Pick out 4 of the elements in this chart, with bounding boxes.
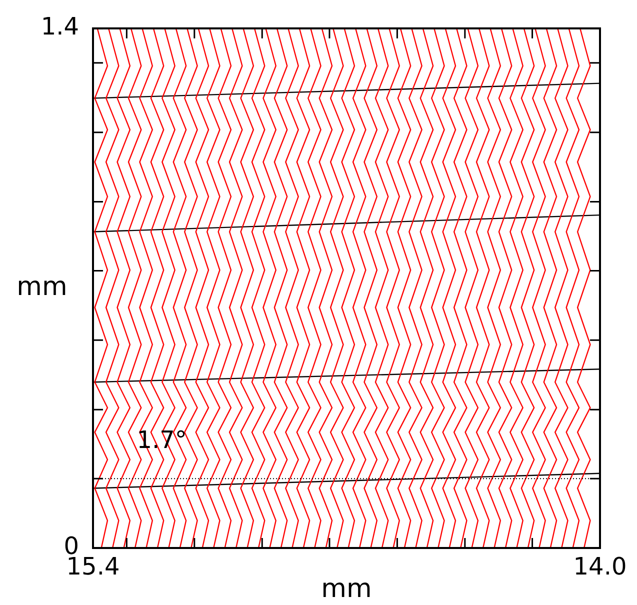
- y-axis-title: mm: [16, 272, 68, 302]
- x-tick-label: 14.0: [573, 552, 627, 581]
- y-tick-label: 1.4: [40, 12, 79, 41]
- x-axis-title: mm: [321, 574, 372, 604]
